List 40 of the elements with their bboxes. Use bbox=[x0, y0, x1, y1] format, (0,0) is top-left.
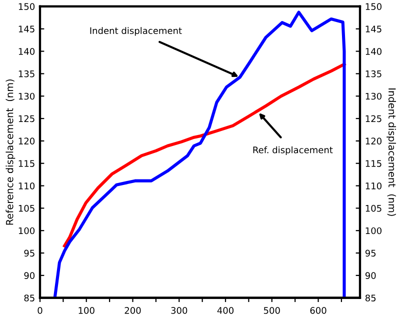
y-tick-label: 95 bbox=[24, 250, 34, 257]
y2-tick-label: 105 bbox=[366, 204, 382, 212]
y-tick-label: 90 bbox=[24, 272, 35, 279]
y-tick-label: 130 bbox=[18, 92, 35, 100]
x-tick-label: 600 bbox=[310, 307, 326, 314]
y2-tick-label: 85 bbox=[365, 294, 376, 302]
y-tick-label: 100 bbox=[18, 227, 35, 234]
x-tick-label: 400 bbox=[217, 307, 234, 314]
x-tick-label: 200 bbox=[124, 307, 141, 314]
y2-tick-label: 125 bbox=[366, 115, 382, 122]
y2-tick-label: 90 bbox=[365, 272, 376, 279]
x-tick-label: 500 bbox=[264, 307, 280, 314]
y2-tick-label: 145 bbox=[366, 26, 382, 32]
annotation: Ref. displacement bbox=[253, 146, 333, 156]
y2-tick-label: 120 bbox=[366, 138, 382, 144]
y-tick-label: 150 bbox=[18, 3, 35, 10]
y2-tick-label: 100 bbox=[366, 227, 382, 234]
x-tick-label: 100 bbox=[78, 307, 94, 314]
x-tick-label: 0 bbox=[38, 307, 42, 314]
y2-axis-title: Indent displacement (nm) bbox=[386, 88, 396, 216]
y-tick-label: 140 bbox=[18, 48, 35, 55]
y-tick-label: 85 bbox=[24, 294, 34, 302]
y-tick-label: 125 bbox=[18, 115, 34, 122]
y-tick-label: 105 bbox=[18, 204, 34, 212]
y2-tick-label: 130 bbox=[366, 92, 382, 100]
y2-tick-label: 95 bbox=[365, 250, 376, 257]
annotation: Indent displacement bbox=[90, 27, 182, 36]
y2-tick-label: 115 bbox=[366, 160, 382, 167]
y2-tick-label: 150 bbox=[366, 3, 382, 10]
y-tick-label: 145 bbox=[18, 26, 34, 32]
y-tick-label: 110 bbox=[18, 182, 35, 190]
y2-tick-label: 110 bbox=[366, 182, 382, 190]
y-tick-label: 135 bbox=[18, 70, 34, 78]
y-tick-label: 115 bbox=[18, 160, 34, 167]
y-tick-label: 120 bbox=[18, 138, 35, 144]
line-series bbox=[53, 10, 346, 298]
y2-tick-label: 135 bbox=[366, 70, 382, 78]
y-axis-title: Reference displacement (nm) bbox=[6, 80, 16, 225]
x-tick-label: 300 bbox=[171, 307, 188, 314]
y2-tick-label: 140 bbox=[366, 48, 382, 55]
